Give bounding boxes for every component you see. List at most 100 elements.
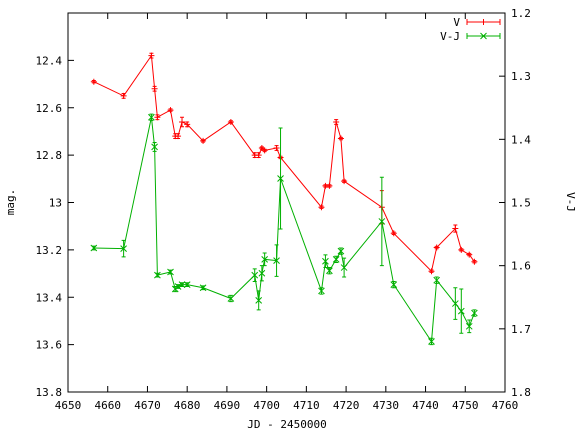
data-point: [326, 267, 333, 275]
data-point: [151, 85, 158, 92]
data-point: [148, 52, 155, 59]
y-axis-label-right: V-J: [564, 192, 575, 212]
y-tick-label-right: 1.7: [511, 323, 531, 336]
data-point: [332, 255, 340, 263]
data-point: [277, 175, 284, 182]
series-line: [93, 54, 475, 273]
series-v: [90, 52, 478, 275]
data-point: [318, 204, 325, 211]
data-point: [255, 297, 263, 304]
data-point: [183, 281, 191, 288]
data-point: [390, 281, 398, 288]
data-point: [433, 244, 440, 251]
data-point: [340, 264, 348, 271]
data-point: [258, 269, 266, 277]
x-tick-label: 4750: [452, 399, 479, 412]
data-point: [465, 322, 473, 330]
y-tick-label-left: 12.4: [36, 54, 63, 67]
y-tick-label-right: 1.2: [511, 7, 531, 20]
x-tick-label: 4760: [492, 399, 519, 412]
data-point: [184, 121, 191, 128]
data-point: [151, 143, 158, 151]
x-tick-label: 4720: [333, 399, 360, 412]
x-tick-label: 4690: [214, 399, 241, 412]
data-point: [451, 300, 459, 307]
x-tick-label: 4740: [412, 399, 439, 412]
data-point: [167, 107, 174, 114]
data-point: [154, 271, 161, 279]
data-point: [90, 78, 97, 85]
data-point: [178, 281, 186, 288]
y-tick-label-right: 1.4: [511, 133, 531, 146]
data-point: [167, 268, 174, 276]
data-point: [433, 276, 441, 284]
x-tick-label: 4650: [55, 399, 82, 412]
x-tick-label: 4670: [134, 399, 161, 412]
y-tick-label-left: 13.8: [36, 386, 63, 399]
data-point: [452, 225, 459, 232]
x-tick-label: 4660: [94, 399, 121, 412]
x-axis-label: JD - 2450000: [247, 418, 326, 431]
y-tick-label-left: 13.2: [36, 244, 63, 257]
data-point: [466, 251, 473, 258]
data-point: [175, 133, 182, 140]
y-tick-label-left: 13: [49, 197, 62, 210]
y-tick-label-left: 13.6: [36, 339, 63, 352]
data-point: [120, 245, 127, 252]
data-point: [261, 255, 269, 263]
y-tick-label-left: 13.4: [36, 291, 63, 304]
data-point: [458, 246, 465, 253]
data-point: [200, 137, 207, 144]
data-point: [378, 218, 386, 225]
data-point: [154, 114, 161, 121]
data-point: [318, 287, 325, 295]
y-tick-label-left: 12.8: [36, 149, 63, 162]
data-point: [227, 295, 235, 302]
y-tick-label-right: 1.3: [511, 70, 531, 83]
series-v-j: [90, 113, 478, 346]
data-point: [199, 284, 207, 292]
legend-marker: [480, 19, 487, 25]
y-tick-label-left: 12.6: [36, 102, 63, 115]
data-point: [337, 135, 344, 142]
legend-bar-ends: [466, 33, 501, 39]
data-point: [333, 118, 340, 125]
data-point: [322, 257, 329, 265]
data-point: [273, 145, 280, 152]
data-point: [337, 247, 345, 255]
data-point: [251, 271, 259, 279]
data-point: [120, 92, 127, 99]
series-line: [93, 117, 475, 343]
y-tick-label-right: 1.5: [511, 197, 531, 210]
data-point: [341, 178, 348, 185]
data-point: [148, 113, 155, 121]
data-point: [457, 307, 465, 315]
y-tick-label-right: 1.8: [511, 386, 531, 399]
data-point: [471, 309, 478, 317]
legend-bar-ends: [466, 19, 501, 25]
data-point: [471, 258, 478, 265]
legend-label-vj: V-J: [440, 30, 460, 43]
data-point: [390, 230, 397, 237]
axis-layer: 4650 4660 4670 4680 4690 4700 4710 4720 4730 4740…: [36, 7, 532, 412]
data-point: [174, 283, 182, 290]
data-point: [273, 257, 280, 264]
data-point: [428, 338, 435, 345]
data-point: [428, 268, 435, 275]
data-point: [261, 147, 268, 154]
x-tick-label: 4680: [174, 399, 201, 412]
legend-marker: [480, 32, 487, 40]
legend-label-v: V: [453, 16, 460, 29]
x-tick-label: 4710: [293, 399, 320, 412]
y-axis-label-left: mag.: [4, 189, 17, 216]
data-point: [90, 244, 98, 252]
data-point: [326, 182, 333, 189]
data-point: [179, 118, 186, 125]
data-point: [255, 152, 262, 159]
series-layer: [90, 52, 478, 346]
legend: V V-J: [440, 16, 501, 43]
x-tick-label: 4700: [253, 399, 280, 412]
y-tick-label-right: 1.6: [511, 260, 531, 273]
x-tick-label: 4730: [373, 399, 400, 412]
